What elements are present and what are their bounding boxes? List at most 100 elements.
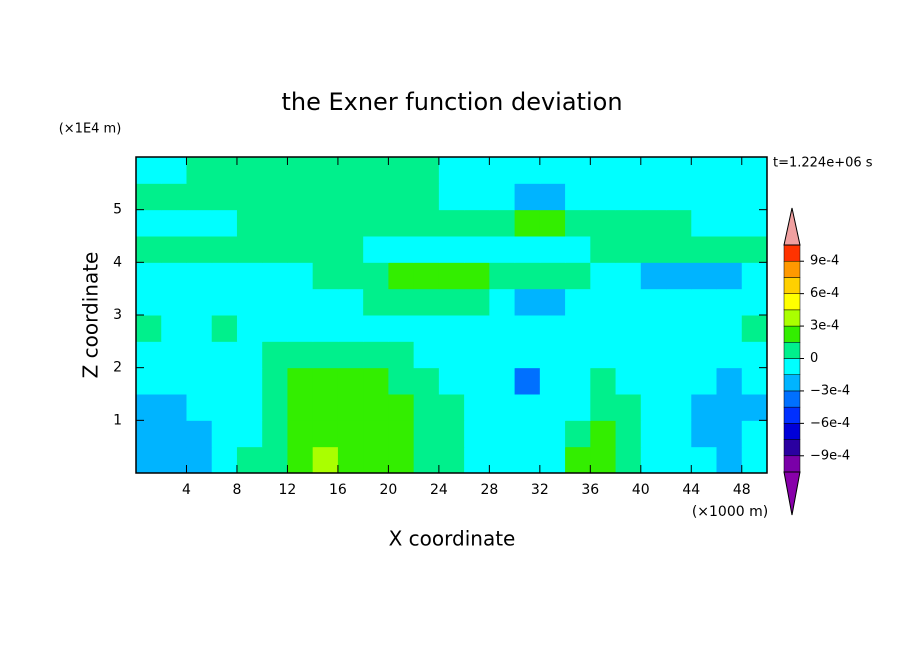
contour-cell [413, 236, 440, 263]
contour-cell [615, 288, 642, 316]
x-tick-label: 44 [682, 482, 700, 498]
contour-cell [186, 288, 213, 316]
contour-cell [211, 446, 238, 474]
contour-cell [741, 420, 768, 448]
contour-cell [615, 394, 642, 421]
contour-cell [514, 183, 541, 211]
contour-cell [337, 315, 364, 342]
contour-cell [262, 315, 288, 342]
contour-cell [287, 183, 314, 211]
colorbar-tick-label: 9e-4 [810, 254, 839, 269]
contour-cell [716, 394, 743, 421]
contour-cell [413, 288, 440, 316]
contour-cell [312, 288, 339, 316]
contour-cell [716, 236, 743, 263]
contour-cell [363, 367, 389, 395]
colorbar-bin [783, 406, 801, 424]
contour-cell [413, 341, 440, 369]
contour-cell [363, 394, 389, 421]
contour-cell [287, 394, 314, 421]
contour-cell [666, 288, 692, 316]
contour-cell [489, 420, 516, 448]
contour-cell [666, 209, 692, 237]
contour-cell [388, 315, 415, 342]
contour-cell [262, 209, 288, 237]
x-axis-label: X coordinate [389, 527, 516, 551]
x-tick-label: 48 [733, 482, 751, 498]
contour-cell [716, 262, 743, 290]
contour-cell [565, 236, 591, 263]
contour-cell [489, 367, 516, 395]
contour-cell [514, 236, 541, 263]
contour-cell [262, 367, 288, 395]
contour-cell [388, 420, 415, 448]
contour-cell [211, 341, 238, 369]
contour-cell [489, 315, 516, 342]
contour-cell [565, 288, 591, 316]
contour-cell [615, 446, 642, 474]
contour-cell [236, 183, 263, 211]
contour-cell [186, 367, 213, 395]
contour-cell [691, 157, 718, 184]
contour-cell [262, 183, 288, 211]
contour-cell [590, 236, 617, 263]
contour-cell [363, 236, 389, 263]
contour-cell [211, 367, 238, 395]
contour-cell [287, 288, 314, 316]
contour-cell [186, 157, 213, 184]
contour-cell [539, 236, 566, 263]
contour-cell [312, 367, 339, 395]
colorbar-bin [783, 455, 801, 473]
contour-cell [388, 236, 415, 263]
contour-cell [741, 262, 768, 290]
contour-cell [640, 209, 667, 237]
colorbar-bin [783, 325, 801, 343]
colorbar-bin [783, 423, 801, 440]
contour-cell [615, 315, 642, 342]
contour-cell [388, 209, 415, 237]
contour-cell [615, 341, 642, 369]
contour-cell [590, 420, 617, 448]
contour-cell [236, 341, 263, 369]
contour-cell [514, 394, 541, 421]
contour-cell [413, 394, 440, 421]
contour-cell [565, 315, 591, 342]
contour-cell [337, 420, 364, 448]
contour-cell [464, 209, 490, 237]
y-tick-label: 5 [113, 202, 122, 218]
contour-cell [262, 341, 288, 369]
contour-cell [413, 183, 440, 211]
contour-cell [287, 209, 314, 237]
contour-cell [565, 262, 591, 290]
contour-cell [565, 394, 591, 421]
contour-cell [186, 209, 213, 237]
contour-cell [666, 315, 692, 342]
contour-cell [741, 341, 768, 369]
contour-cell [388, 341, 415, 369]
contour-cell [590, 288, 617, 316]
contour-cell [136, 157, 162, 184]
x-tick-label: 4 [182, 482, 191, 498]
contour-cell [615, 367, 642, 395]
contour-cell [590, 446, 617, 474]
contour-cell [489, 262, 516, 290]
contour-cell [691, 367, 718, 395]
contour-cell [287, 420, 314, 448]
contour-cell [363, 262, 389, 290]
contour-cell [287, 341, 314, 369]
contour-cell [337, 183, 364, 211]
contour-cell [640, 157, 667, 184]
contour-cell [691, 236, 718, 263]
y-tick-label: 2 [113, 360, 122, 376]
colorbar-bin [783, 260, 801, 278]
contour-cell [539, 315, 566, 342]
time-annotation: t=1.224e+06 s [773, 156, 873, 171]
contour-cell [741, 446, 768, 474]
contour-cell [691, 262, 718, 290]
x-tick-label: 24 [430, 482, 448, 498]
x-tick-label: 32 [531, 482, 549, 498]
contour-cell [514, 315, 541, 342]
contour-cell [287, 367, 314, 395]
y-tick-label: 1 [113, 412, 122, 428]
contour-cell [161, 288, 187, 316]
